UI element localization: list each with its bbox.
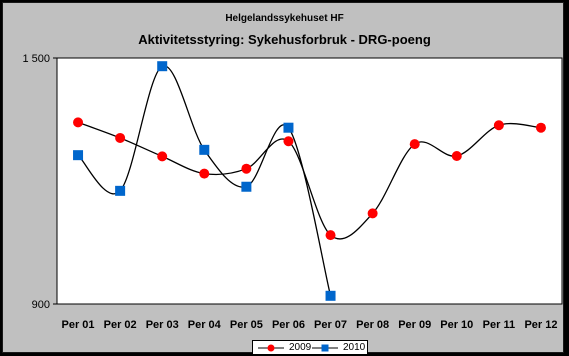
data-point-2009 [73,117,84,128]
legend-label-2010: 2010 [343,342,366,353]
data-point-2009 [535,122,546,133]
data-point-2009 [493,120,504,131]
chart-subtitle: Helgelandssykehuset HF [225,13,344,24]
data-point-2009 [283,136,294,147]
x-tick-label: Per 11 [483,319,515,331]
x-tick-label: Per 08 [356,319,389,331]
x-tick-label: Per 01 [62,319,95,331]
x-tick-label: Per 12 [524,319,557,331]
data-point-2009 [367,208,378,219]
x-tick-label: Per 07 [314,319,347,331]
data-point-2009 [451,150,462,161]
x-tick-label: Per 09 [398,319,431,331]
x-tick-label: Per 05 [230,319,263,331]
x-tick-label: Per 10 [440,319,473,331]
legend-item-2009: 2009 [257,342,312,354]
data-point-2010 [73,150,84,161]
data-point-2010 [283,122,294,133]
legend: 2009 2010 [252,340,368,355]
x-tick-label: Per 06 [272,319,305,331]
x-tick-label: Per 04 [188,319,222,331]
data-point-2010 [241,181,252,192]
legend-swatch-2009 [258,344,284,352]
data-point-2009 [157,151,168,162]
data-point-2010 [199,144,210,155]
y-tick-label-bottom: 900 [32,299,50,311]
x-tick-label: Per 03 [146,319,179,331]
data-point-2009 [241,163,252,174]
chart-title: Aktivitetsstyring: Sykehusforbruk - DRG-… [138,32,431,47]
y-tick-label-top: 1 500 [22,53,50,65]
data-point-2010 [115,185,126,196]
data-point-2009 [325,230,336,241]
x-tick-label: Per 02 [104,319,137,331]
data-point-2010 [157,61,168,72]
legend-label-2009: 2009 [289,342,312,353]
legend-swatch-2010 [312,344,338,352]
data-point-2009 [115,132,126,143]
plot-area [56,57,563,305]
data-point-2009 [199,168,210,179]
data-point-2010 [325,290,336,301]
data-point-2009 [409,139,420,150]
legend-item-2010: 2010 [311,342,367,354]
